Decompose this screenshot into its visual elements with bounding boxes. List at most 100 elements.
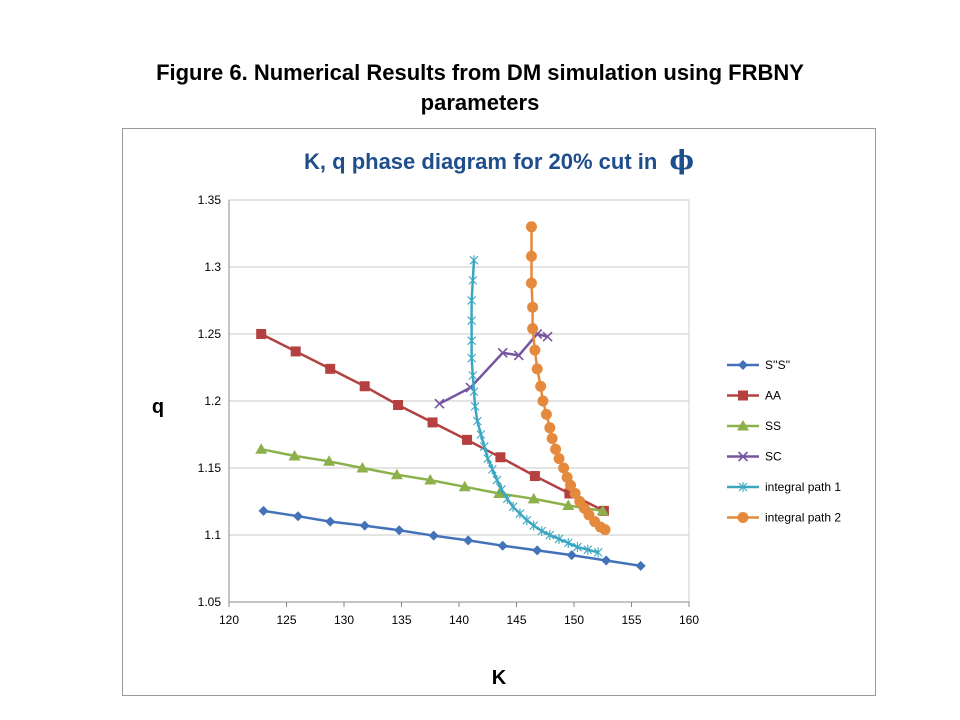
legend-swatch-marker xyxy=(737,420,749,431)
data-point xyxy=(599,524,611,536)
legend-item: integral path 1 xyxy=(727,480,841,494)
y-tick-label: 1.05 xyxy=(198,595,222,609)
data-point xyxy=(583,544,593,555)
data-point xyxy=(288,449,301,461)
data-point xyxy=(427,417,438,428)
legend-item: AA xyxy=(727,389,781,403)
data-point xyxy=(601,555,612,566)
data-point xyxy=(428,530,439,541)
x-tick-label: 145 xyxy=(506,613,526,627)
chart-title-symbol: ϕ xyxy=(669,146,693,176)
data-point xyxy=(469,255,479,266)
data-point xyxy=(497,347,508,358)
data-point xyxy=(483,453,493,464)
data-point xyxy=(463,535,474,546)
data-point xyxy=(565,479,577,491)
data-point xyxy=(529,520,539,531)
legend-label: integral path 1 xyxy=(765,480,841,494)
data-point xyxy=(525,221,537,233)
x-tick-label: 120 xyxy=(219,613,239,627)
data-point xyxy=(508,501,518,512)
data-point xyxy=(393,400,404,411)
series-line xyxy=(263,509,641,568)
data-point xyxy=(527,301,539,313)
data-point xyxy=(479,441,489,452)
legend-item: S''S'' xyxy=(727,358,790,372)
series-2 xyxy=(255,443,609,516)
data-point xyxy=(293,511,303,522)
data-point xyxy=(325,363,336,374)
y-tick-label: 1.2 xyxy=(204,394,221,408)
legend-label: integral path 2 xyxy=(765,511,841,525)
data-point xyxy=(513,350,524,361)
phase-diagram-chart: K, q phase diagram for 20% cut in ϕ 1.05… xyxy=(152,146,841,689)
x-tick-label: 125 xyxy=(276,613,296,627)
data-point xyxy=(468,275,478,286)
data-point xyxy=(569,487,581,499)
data-point xyxy=(473,416,482,427)
legend-item: SC xyxy=(727,450,782,464)
series-line xyxy=(438,332,548,405)
data-point xyxy=(497,484,506,495)
series-group xyxy=(255,221,646,571)
data-point xyxy=(467,335,477,346)
data-point xyxy=(493,487,506,498)
data-point xyxy=(476,429,486,440)
data-point xyxy=(546,433,558,445)
data-point xyxy=(529,471,540,482)
data-point xyxy=(531,363,543,375)
slide-title-line-1: Figure 6. Numerical Results from DM simu… xyxy=(156,60,804,85)
data-point xyxy=(545,530,555,540)
legend-label: AA xyxy=(765,389,781,403)
x-tick-label: 130 xyxy=(334,613,354,627)
x-tick-label: 135 xyxy=(391,613,411,627)
legend-label: SS xyxy=(765,419,781,433)
data-point xyxy=(573,542,582,553)
series-5 xyxy=(525,221,611,536)
data-point xyxy=(515,508,525,519)
data-point xyxy=(566,550,577,561)
data-point xyxy=(359,520,370,531)
data-point xyxy=(553,453,565,465)
data-point xyxy=(356,462,369,473)
chart-frame: K, q phase diagram for 20% cut in ϕ 1.05… xyxy=(122,128,876,696)
data-point xyxy=(390,468,403,480)
slide-title-line-2: parameters xyxy=(420,90,540,115)
data-point xyxy=(434,398,445,409)
data-point xyxy=(525,250,537,262)
legend-swatch-marker xyxy=(738,360,748,370)
data-point xyxy=(256,329,267,339)
legend-item: integral path 2 xyxy=(727,511,841,525)
chart-title: K, q phase diagram for 20% cut in ϕ xyxy=(304,146,694,176)
data-point xyxy=(462,434,473,445)
y-tick-label: 1.3 xyxy=(204,260,221,274)
data-point xyxy=(258,505,269,516)
y-tick-label: 1.35 xyxy=(198,193,222,207)
data-point xyxy=(487,464,497,475)
legend-swatch-marker xyxy=(737,512,749,523)
legend: S''S'' AA SS SC integral path 1 integral path… xyxy=(727,358,841,525)
data-point xyxy=(550,443,562,455)
data-point xyxy=(497,540,508,551)
data-point xyxy=(596,504,609,516)
legend-swatch-marker xyxy=(738,482,748,492)
data-point xyxy=(495,452,506,463)
data-point xyxy=(527,492,540,504)
x-tick-label: 155 xyxy=(621,613,641,627)
data-point xyxy=(325,516,336,527)
legend-label: S''S'' xyxy=(765,358,790,372)
data-point xyxy=(532,545,543,556)
series-0 xyxy=(258,505,646,571)
data-point xyxy=(359,381,370,392)
data-point xyxy=(468,370,478,381)
data-point xyxy=(537,525,547,536)
series-3 xyxy=(434,328,553,409)
data-point xyxy=(492,475,502,486)
chart-title-text: K, q phase diagram for 20% cut in xyxy=(304,149,657,174)
data-point xyxy=(394,525,405,536)
x-tick-label: 140 xyxy=(449,613,469,627)
x-tick-label: 160 xyxy=(679,613,699,627)
y-tick-label: 1.1 xyxy=(204,528,221,542)
legend-swatch-marker xyxy=(737,451,749,462)
data-point xyxy=(469,386,479,397)
